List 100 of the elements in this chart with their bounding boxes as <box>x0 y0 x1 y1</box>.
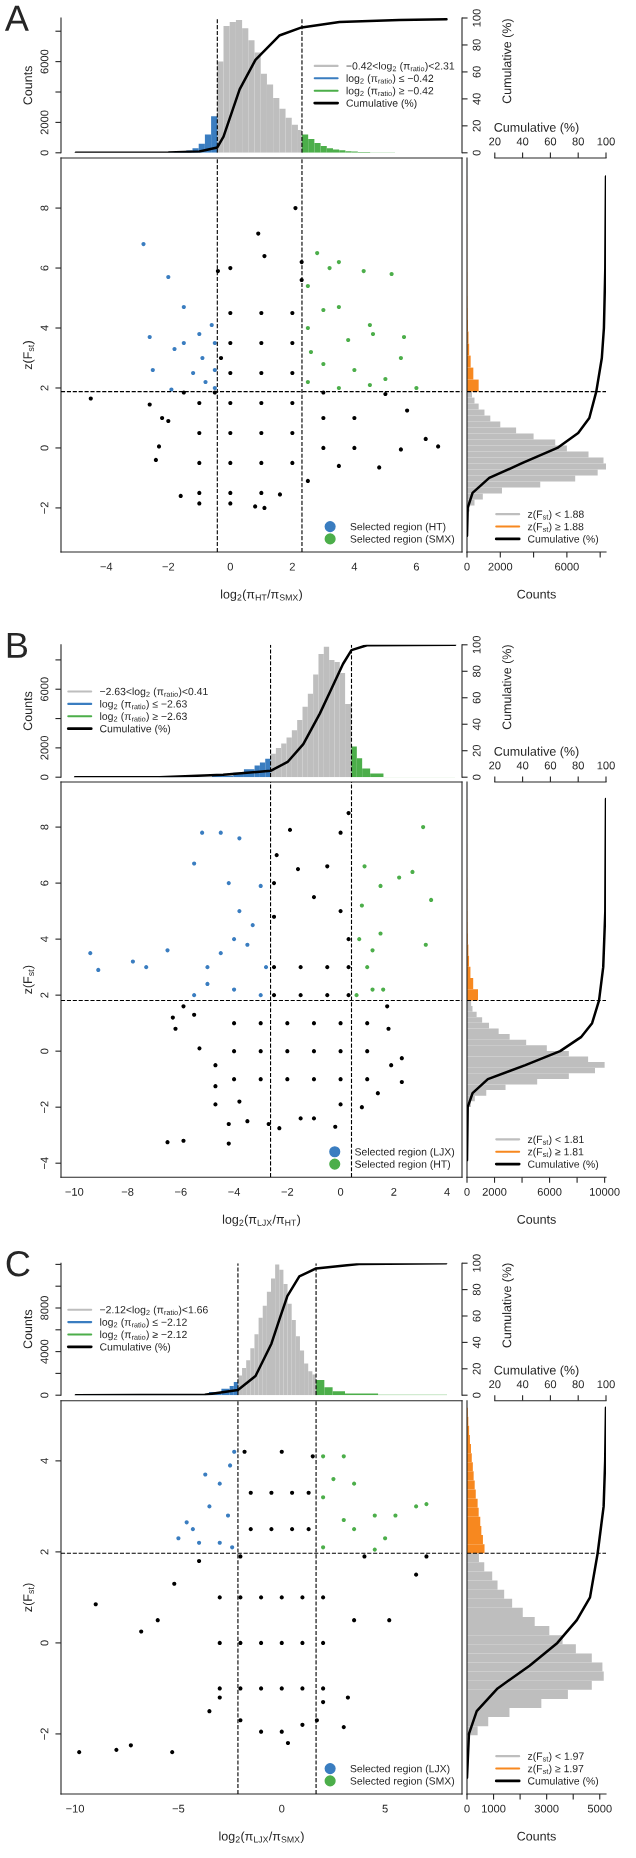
x-tick-label: 2 <box>391 1187 397 1196</box>
legend-label: Cumulative (%) <box>528 1160 599 1170</box>
legend-label: Selected region (HT) <box>355 1160 450 1170</box>
y-tick-label: 2 <box>40 385 49 391</box>
legend-label: log$_{2}$ (π$_{ratio}$) ≥ −2.63 <box>100 712 187 723</box>
y2-tick-label: 20 <box>472 744 481 757</box>
x-tick-label: 2000 <box>488 562 513 571</box>
y-axis-title: z(F$_{st}$) <box>22 341 35 370</box>
y-tick-label: 6 <box>40 265 49 271</box>
x-axis-title: Counts <box>517 1214 556 1224</box>
x2-tick-label: 40 <box>516 137 529 146</box>
y-axis-title: Counts <box>23 691 33 731</box>
y-tick-label: −2 <box>40 502 49 514</box>
x2-axis-title: Cumulative (%) <box>494 746 579 759</box>
legend-label: z(F$_{st}$) < 1.81 <box>527 1135 584 1146</box>
y2-tick-label: 0 <box>472 774 481 780</box>
x-tick-label: 6000 <box>555 562 579 571</box>
y2-tick-label: 20 <box>472 1363 481 1375</box>
y-tick-label: 4 <box>40 936 49 942</box>
legend-label: −0.42<log$_{2}$ (π$_{ratio}$)<2.31 <box>346 61 455 72</box>
y-tick-label: 2000 <box>40 735 49 760</box>
legend-label: Selected region (SMX) <box>350 1777 455 1787</box>
x-tick-label: 6 <box>413 562 420 571</box>
x-tick-label: 0 <box>279 1804 285 1813</box>
x2-tick-label: 60 <box>544 1380 557 1389</box>
x-tick-label: 5000 <box>587 1804 612 1813</box>
y-tick-label: 6 <box>40 880 49 886</box>
x-axis-title: Counts <box>517 589 556 599</box>
y2-tick-label: 0 <box>472 1392 481 1398</box>
y2-tick-label: 80 <box>472 39 481 51</box>
legend-label: log$_{2}$ (π$_{ratio}$) ≤ −0.42 <box>346 74 434 85</box>
legend-label: z(F$_{st}$) ≥ 1.88 <box>527 522 584 533</box>
y2-tick-label: 20 <box>472 120 481 132</box>
legend-label: log$_{2}$ (π$_{ratio}$) ≥ −0.42 <box>346 86 434 97</box>
chart-title: C <box>6 1250 30 1277</box>
y2-axis-title: Cumulative (%) <box>502 645 514 730</box>
x2-tick-label: 80 <box>572 761 584 770</box>
y-tick-label: −2 <box>40 1101 49 1113</box>
x-tick-label: 0 <box>464 1187 470 1196</box>
legend-label: Cumulative (%) <box>528 1777 599 1787</box>
x-tick-label: 6000 <box>537 1187 562 1196</box>
legend-label: z(F$_{st}$) ≥ 1.81 <box>527 1147 584 1158</box>
x-tick-label: 5 <box>382 1804 388 1813</box>
y-tick-label: 2 <box>40 1549 49 1555</box>
legend-label: Selected region (LJX) <box>355 1147 455 1158</box>
y2-tick-label: 60 <box>472 692 481 704</box>
x2-tick-label: 20 <box>489 1380 501 1389</box>
x2-tick-label: 80 <box>572 137 584 146</box>
y2-tick-label: 40 <box>472 1336 481 1349</box>
y2-tick-label: 100 <box>472 9 481 27</box>
y2-tick-label: 60 <box>472 1310 481 1322</box>
y-tick-label: 0 <box>40 445 49 451</box>
x-tick-label: 3000 <box>534 1804 559 1813</box>
y-axis-title: Counts <box>23 1309 33 1349</box>
legend-label: log$_{2}$ (π$_{ratio}$) ≤ −2.12 <box>100 1318 187 1328</box>
x-tick-label: −2 <box>281 1187 294 1196</box>
y-tick-label: 0 <box>40 1392 49 1398</box>
y2-tick-label: 80 <box>472 1283 481 1296</box>
x-tick-label: 4 <box>351 562 358 571</box>
x2-tick-label: 20 <box>489 761 501 770</box>
y2-axis-title: Cumulative (%) <box>502 19 514 104</box>
y2-tick-label: 100 <box>472 635 481 654</box>
x-tick-label: 0 <box>464 1804 470 1813</box>
y-tick-label: 0 <box>40 1048 49 1054</box>
x-tick-label: 0 <box>337 1187 344 1196</box>
x2-tick-label: 100 <box>597 1380 615 1389</box>
y-tick-label: −4 <box>40 1157 49 1169</box>
x-tick-label: 2000 <box>482 1187 507 1196</box>
legend-label: z(F$_{st}$) < 1.97 <box>527 1752 584 1762</box>
legend-label: Selected region (SMX) <box>350 535 455 545</box>
y-tick-label: −2 <box>40 1728 49 1740</box>
x-axis-title: log$_{2}$(π$_{LJX}$/π$_{HT}$) <box>222 1214 301 1227</box>
x-tick-label: −6 <box>175 1187 187 1196</box>
y-tick-label: 4000 <box>40 1339 49 1364</box>
x2-tick-label: 40 <box>516 761 529 770</box>
y-tick-label: 4 <box>40 1458 49 1464</box>
x-tick-label: 10000 <box>590 1187 620 1196</box>
legend-label: Cumulative (%) <box>100 1342 171 1353</box>
y2-tick-label: 40 <box>472 93 481 105</box>
x-tick-label: −4 <box>228 1188 241 1196</box>
y-tick-label: 0 <box>40 774 49 780</box>
y-tick-label: 0 <box>40 150 49 156</box>
chart-title: A <box>4 5 29 31</box>
y2-tick-label: 0 <box>472 150 481 156</box>
x2-tick-label: 60 <box>544 137 557 146</box>
x2-tick-label: 60 <box>544 761 557 770</box>
x2-tick-label: 80 <box>572 1380 584 1389</box>
legend-label: z(F$_{st}$) ≥ 1.97 <box>527 1764 584 1775</box>
y2-tick-label: 80 <box>472 665 481 677</box>
y2-tick-label: 40 <box>472 718 481 731</box>
y-tick-label: 2 <box>40 992 49 998</box>
x2-tick-label: 20 <box>489 137 501 146</box>
y-tick-label: 6000 <box>40 677 49 702</box>
legend-label: Cumulative (%) <box>528 535 599 545</box>
legend-label: Selected region (LJX) <box>350 1764 450 1775</box>
legend-label: Cumulative (%) <box>346 99 417 109</box>
chart-title: B <box>7 632 28 658</box>
x-tick-label: −5 <box>172 1804 185 1813</box>
x2-tick-label: 40 <box>516 1380 529 1389</box>
y-axis-title: Counts <box>23 66 33 105</box>
